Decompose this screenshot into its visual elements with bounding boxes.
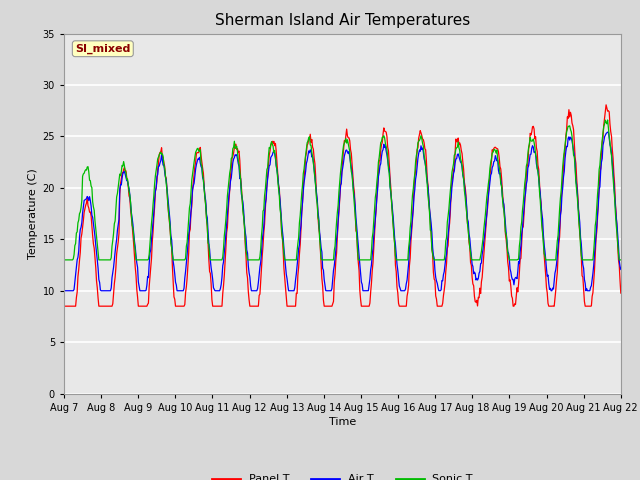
Air T (127, 210, 135, 216)
Line: Sonic T: Sonic T (64, 120, 621, 260)
Air T (410, 193, 418, 199)
Air T (60, 288, 68, 294)
Air T (214, 288, 221, 294)
Air T (184, 242, 192, 248)
Air T (605, 129, 612, 135)
Sonic T (604, 117, 611, 123)
Sonic T (214, 257, 221, 263)
Air T (617, 266, 625, 272)
Panel T (127, 214, 135, 220)
Panel T (184, 263, 192, 269)
Panel T (617, 290, 625, 296)
Y-axis label: Temperature (C): Temperature (C) (28, 168, 38, 259)
Sonic T (60, 257, 68, 263)
Sonic T (184, 228, 192, 233)
Line: Panel T: Panel T (64, 105, 621, 306)
Air T (70, 287, 78, 292)
Sonic T (127, 210, 135, 216)
Panel T (410, 185, 418, 191)
Panel T (70, 303, 78, 309)
Sonic T (617, 257, 625, 263)
Legend: Panel T, Air T, Sonic T: Panel T, Air T, Sonic T (207, 470, 477, 480)
Sonic T (410, 178, 418, 183)
Panel T (602, 102, 610, 108)
Panel T (60, 303, 68, 309)
Line: Air T: Air T (64, 132, 621, 291)
Sonic T (426, 227, 434, 233)
Text: SI_mixed: SI_mixed (75, 44, 131, 54)
Panel T (214, 303, 221, 309)
Title: Sherman Island Air Temperatures: Sherman Island Air Temperatures (215, 13, 470, 28)
Sonic T (70, 252, 78, 258)
X-axis label: Time: Time (329, 417, 356, 427)
Panel T (426, 218, 434, 224)
Air T (426, 213, 434, 219)
